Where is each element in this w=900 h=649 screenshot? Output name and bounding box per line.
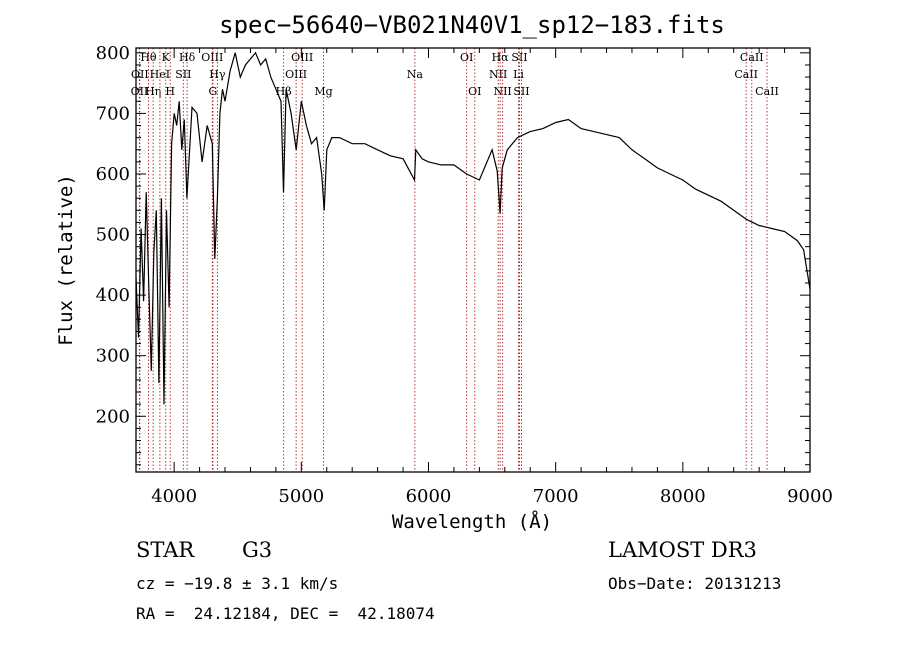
line-label-21: Hα <box>492 51 510 64</box>
line-label-27: CaII <box>755 85 779 98</box>
survey-label: LAMOST DR3 <box>608 538 757 562</box>
y-tick-label-300: 300 <box>96 346 130 367</box>
flux-series-line <box>135 51 811 405</box>
x-tick-label-8000: 8000 <box>660 486 706 507</box>
y-tick-label-800: 800 <box>96 43 130 64</box>
line-label-15: Mg <box>314 85 332 98</box>
y-tick-label-600: 600 <box>96 164 130 185</box>
redshift-info: cz = −19.8 ± 3.1 km/s <box>136 574 339 593</box>
y-axis-label: Flux (relative) <box>55 174 77 346</box>
line-label-18: OI <box>468 85 481 98</box>
x-tick-label-5000: 5000 <box>278 486 324 507</box>
y-tick-label-700: 700 <box>96 103 130 124</box>
x-axis-label: Wavelength (Å) <box>392 510 552 533</box>
line-label-3: Hη <box>145 85 161 98</box>
line-label-2: Hθ <box>140 51 157 64</box>
line-label-22: SII <box>511 51 527 64</box>
y-tick-label-400: 400 <box>96 285 130 306</box>
line-label-4: HeI <box>150 68 170 81</box>
line-label-8: Hδ <box>179 51 196 64</box>
line-label-5: K <box>162 51 171 64</box>
line-label-6: H <box>165 85 175 98</box>
object-subclass: G3 <box>242 538 273 562</box>
x-tick-label-4000: 4000 <box>151 486 197 507</box>
axis-ticks: 4000 5000 6000 7000 8000 9000 200 300 400 500 600 7… <box>96 43 833 507</box>
object-class: STAR <box>136 538 195 562</box>
line-label-23: Li <box>513 68 524 81</box>
y-tick-label-200: 200 <box>96 406 130 427</box>
line-label-25: CaII <box>734 68 758 81</box>
plot-frame <box>135 47 811 473</box>
line-label-14: OIII <box>291 51 313 64</box>
line-label-1: OII <box>131 68 149 81</box>
line-label-11: G <box>209 85 218 98</box>
obs-date: Obs−Date: 20131213 <box>608 574 782 593</box>
line-label-13: OIII <box>285 68 307 81</box>
line-label-16: Na <box>407 68 424 81</box>
x-tick-label-7000: 7000 <box>533 486 579 507</box>
x-tick-label-6000: 6000 <box>406 486 452 507</box>
line-label-19: NII <box>489 68 507 81</box>
line-label-9: OIII <box>201 51 223 64</box>
line-label-20: NII <box>493 85 511 98</box>
y-tick-label-500: 500 <box>96 225 130 246</box>
line-label-17: OI <box>460 51 473 64</box>
coordinates: RA = 24.12184, DEC = 42.18074 <box>136 604 435 623</box>
x-tick-label-9000: 9000 <box>787 486 833 507</box>
chart-title: spec−56640−VB021N40V1_sp12−183.fits <box>219 11 725 39</box>
line-label-7: SII <box>175 68 191 81</box>
emission-line-markers: OIIOIIHθHηHeIKHSIIHδOIIIHγGHβOIIIOIIIMgN… <box>131 48 779 472</box>
line-label-26: CaII <box>740 51 764 64</box>
line-label-24: SII <box>513 85 529 98</box>
line-label-10: Hγ <box>209 68 226 81</box>
line-label-12: Hβ <box>276 85 292 98</box>
